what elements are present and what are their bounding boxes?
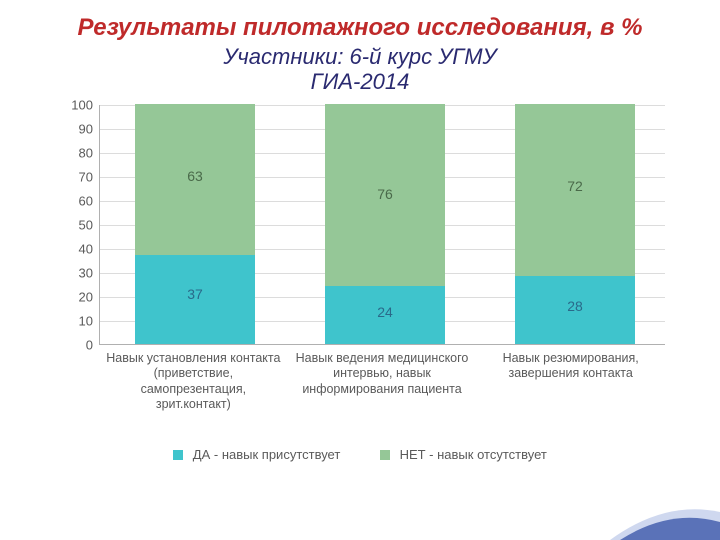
category-labels: Навык установления контакта (приветствие… (99, 351, 665, 414)
category-label-0: Навык установления контакта (приветствие… (99, 351, 288, 414)
bar-label-yes: 28 (567, 298, 583, 314)
ytick-90: 90 (55, 121, 93, 136)
legend-label-yes: ДА - навык присутствует (193, 447, 341, 462)
ytick-40: 40 (55, 241, 93, 256)
swatch-no (380, 450, 390, 460)
legend-item-yes: ДА - навык присутствует (173, 447, 340, 462)
ytick-80: 80 (55, 145, 93, 160)
ytick-0: 0 (55, 337, 93, 352)
plot-area: 37 63 24 76 28 72 (99, 105, 665, 345)
category-label-1: Навык ведения медицинского интервью, нав… (288, 351, 477, 414)
ytick-70: 70 (55, 169, 93, 184)
slide: Результаты пилотажного исследования, в %… (0, 0, 720, 540)
ytick-30: 30 (55, 265, 93, 280)
legend-label-no: НЕТ - навык отсутствует (400, 447, 547, 462)
bar-chart: 0 10 20 30 40 50 60 70 80 90 100 37 (55, 105, 665, 365)
bar-label-no: 76 (377, 186, 393, 202)
legend-item-no: НЕТ - навык отсутствует (380, 447, 547, 462)
ytick-10: 10 (55, 313, 93, 328)
ytick-100: 100 (55, 97, 93, 112)
bar-label-no: 72 (567, 178, 583, 194)
ytick-60: 60 (55, 193, 93, 208)
slide-subtitle: Участники: 6-й курс УГМУ ГИА-2014 (24, 44, 696, 95)
swatch-yes (173, 450, 183, 460)
category-label-2: Навык резюмирования, завершения контакта (476, 351, 665, 414)
subtitle-line1: Участники: 6-й курс УГМУ (223, 44, 496, 69)
subtitle-line2: ГИА-2014 (311, 69, 410, 94)
bar-label-yes: 24 (377, 304, 393, 320)
bar-label-no: 63 (187, 168, 203, 184)
corner-decoration (610, 500, 720, 540)
ytick-20: 20 (55, 289, 93, 304)
slide-title: Результаты пилотажного исследования, в % (24, 14, 696, 42)
ytick-50: 50 (55, 217, 93, 232)
bar-label-yes: 37 (187, 286, 203, 302)
legend: ДА - навык присутствует НЕТ - навык отсу… (24, 447, 696, 462)
